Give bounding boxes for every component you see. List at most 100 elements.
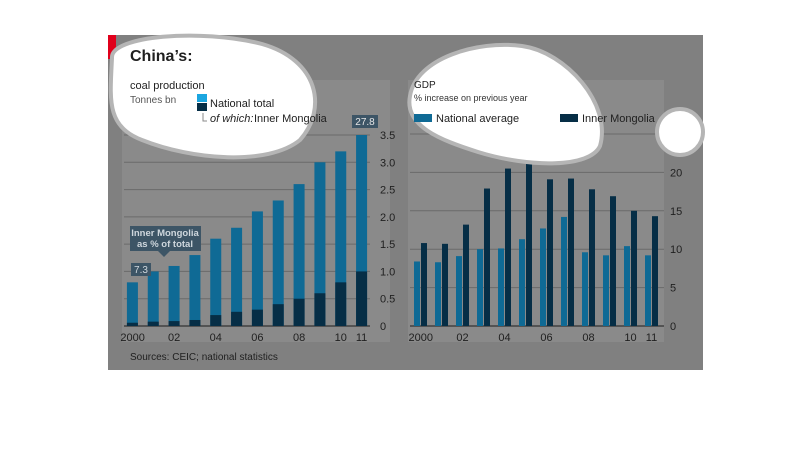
right-x-axis-ticks: 2000 02 04 06 08 10 11 [409, 332, 658, 344]
callout-pointer [158, 251, 170, 257]
coal-x-tick-label: 2000 [120, 332, 144, 344]
gdp-bar-national-average [561, 216, 567, 326]
gdp-bar-inner-mongolia [505, 168, 511, 326]
coal-x-tick-label: 10 [335, 332, 347, 344]
coal-bar-inner-mongolia [356, 271, 368, 326]
coal-bar-national-total [272, 200, 284, 326]
gdp-bar-inner-mongolia [484, 188, 490, 326]
gdp-bar-national-average [456, 256, 462, 326]
coal-bar-national-total [231, 227, 243, 326]
coal-bar-national-total [356, 135, 368, 326]
coal-y-tick-label: 3.5 [380, 130, 395, 142]
coal-y-tick-label: 2.0 [380, 212, 395, 224]
gdp-bar-inner-mongolia [589, 189, 595, 326]
gdp-y-tick-label: 20 [670, 167, 682, 179]
gdp-x-tick-label: 11 [646, 332, 657, 344]
gdp-x-tick-label: 2000 [409, 332, 433, 344]
gdp-bar-national-average [435, 262, 441, 326]
coal-x-tick-label: 11 [356, 332, 367, 344]
gdp-bar-national-average [603, 255, 609, 326]
gdp-bar-inner-mongolia [652, 216, 658, 326]
gdp-bar-inner-mongolia [526, 143, 532, 326]
coal-bar-national-total [168, 265, 180, 326]
callout-box [130, 226, 201, 251]
highlight-blob-right [407, 42, 604, 166]
left-chart-units: Tonnes bn [130, 95, 176, 106]
callout-value-box [131, 263, 151, 276]
gdp-bar-inner-mongolia [610, 196, 616, 326]
highlight-blob-left [108, 33, 317, 160]
coal-bar-inner-mongolia [293, 298, 305, 326]
gdp-bar-inner-mongolia [547, 179, 553, 326]
coal-bar-national-total [189, 255, 201, 326]
coal-bar-inner-mongolia [189, 319, 201, 326]
right-chart-subtitle: % increase on previous year [414, 93, 528, 103]
coal-bar-national-total [293, 184, 305, 326]
gdp-bar-inner-mongolia [463, 224, 469, 326]
right-chart-title: GDP [414, 80, 436, 91]
gdp-x-tick-label: 10 [624, 332, 636, 344]
gdp-y-tick-label: 0 [670, 321, 676, 333]
gdp-bar-national-average [414, 261, 420, 326]
gdp-bar-inner-mongolia [631, 210, 637, 326]
gdp-bar-inner-mongolia [568, 178, 574, 326]
coal-y-tick-label: 3.0 [380, 157, 395, 169]
legend-swatch-national-total [197, 94, 207, 102]
gdp-bar-national-average [498, 248, 504, 326]
coal-bar-inner-mongolia [210, 315, 222, 326]
coal-x-tick-label: 04 [210, 332, 222, 344]
gdp-bar-inner-mongolia [421, 243, 427, 326]
left-chart-subtitle: coal production [130, 80, 205, 92]
legend-swatch-inner-mongolia-coal [197, 103, 207, 111]
gdp-bar-national-average [624, 246, 630, 326]
gdp-y-tick-label: 15 [670, 206, 682, 218]
coal-y-tick-label: 0 [380, 321, 386, 333]
callout-value: 7.3 [134, 265, 148, 276]
legend-prefix: of which: [210, 113, 253, 125]
coal-bar-national-total [147, 271, 159, 326]
coal-bar-national-total [210, 238, 222, 326]
coal-bar-national-total [335, 151, 347, 326]
gdp-x-tick-label: 08 [582, 332, 594, 344]
right-chart-bars [414, 143, 658, 326]
coal-bar-inner-mongolia [147, 321, 159, 326]
source-note: Sources: CEIC; national statistics [130, 352, 278, 363]
legend-connector [202, 113, 207, 122]
gdp-bar-national-average [477, 249, 483, 326]
coal-bar-inner-mongolia [335, 282, 347, 326]
coal-bar-inner-mongolia [251, 309, 263, 326]
coal-bar-inner-mongolia [314, 293, 326, 326]
gdp-bar-national-average [645, 255, 651, 326]
end-value-box [352, 115, 378, 128]
coal-bar-national-total [126, 282, 138, 326]
left-x-axis-ticks: 2000 02 04 06 08 10 11 [120, 332, 367, 344]
gdp-bar-inner-mongolia [442, 243, 448, 326]
legend-label-inner-mongolia-coal: Inner Mongolia [254, 113, 328, 125]
gdp-bar-national-average [540, 228, 546, 326]
gdp-bar-national-average [582, 252, 588, 326]
callout-line-2: as % of total [137, 239, 193, 250]
coal-bar-national-total [251, 211, 263, 326]
figure-title: China’s: [130, 48, 193, 65]
left-y-axis-ticks: 0 0.5 1.0 1.5 2.0 2.5 3.0 3.5 [380, 130, 395, 333]
callout-line-1: Inner Mongolia [131, 228, 199, 239]
legend-label-inner-mongolia-gdp: Inner Mongolia [582, 113, 656, 125]
gdp-y-tick-label: 10 [670, 244, 682, 256]
brand-tag [108, 35, 116, 59]
coal-x-tick-label: 02 [168, 332, 180, 344]
coal-y-tick-label: 1.5 [380, 239, 395, 251]
coal-x-tick-label: 08 [293, 332, 305, 344]
legend-label-national-total: National total [210, 98, 274, 110]
coal-y-tick-label: 1.0 [380, 266, 395, 278]
coal-bar-national-total [314, 162, 326, 326]
coal-bar-inner-mongolia [231, 311, 243, 326]
coal-bar-inner-mongolia [126, 322, 138, 326]
legend-label-national-average: National average [436, 113, 519, 125]
gdp-bar-national-average [519, 239, 525, 326]
gdp-x-tick-label: 06 [540, 332, 552, 344]
coal-bar-inner-mongolia [168, 321, 180, 326]
gdp-x-tick-label: 02 [456, 332, 468, 344]
coal-y-tick-label: 0.5 [380, 294, 395, 306]
end-value-label: 27.8 [355, 117, 375, 128]
